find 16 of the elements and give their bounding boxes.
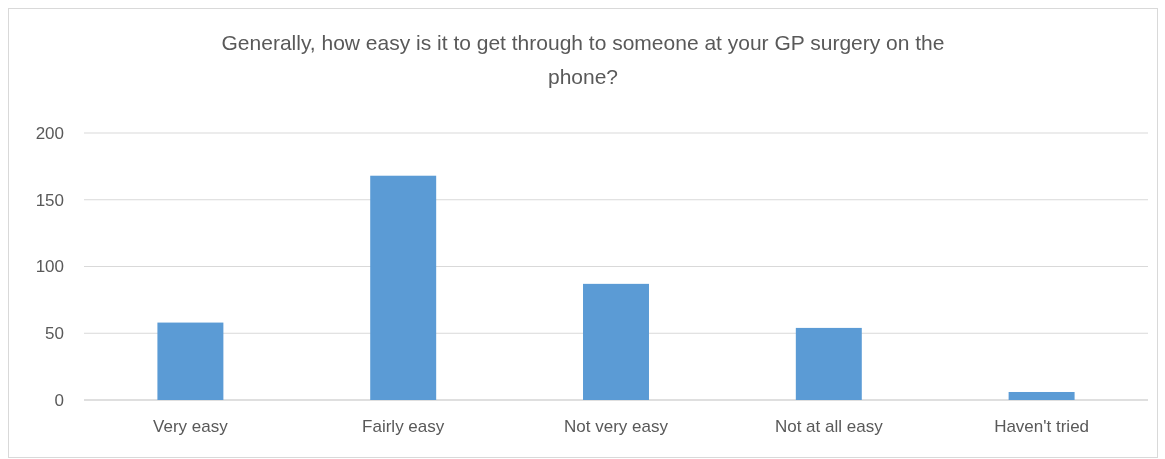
bar xyxy=(1008,391,1075,400)
x-tick-label: Very easy xyxy=(153,417,229,436)
bar xyxy=(370,175,437,400)
bar xyxy=(583,283,649,400)
y-tick-label: 50 xyxy=(45,324,64,344)
y-tick-label: 0 xyxy=(54,390,64,410)
x-tick-label: Fairly easy xyxy=(362,417,445,436)
x-tick-label: Haven't tried xyxy=(994,417,1090,436)
bar xyxy=(795,327,862,400)
x-tick-label: Not at all easy xyxy=(774,417,884,436)
y-tick-label: 200 xyxy=(35,123,64,143)
y-tick-label: 150 xyxy=(35,190,64,210)
x-tick-label: Not very easy xyxy=(564,417,669,436)
chart-title: Generally, how easy is it to get through to someone at your GP surgery on the phone? xyxy=(221,31,945,88)
bar xyxy=(157,322,224,400)
y-tick-label: 100 xyxy=(35,257,64,277)
